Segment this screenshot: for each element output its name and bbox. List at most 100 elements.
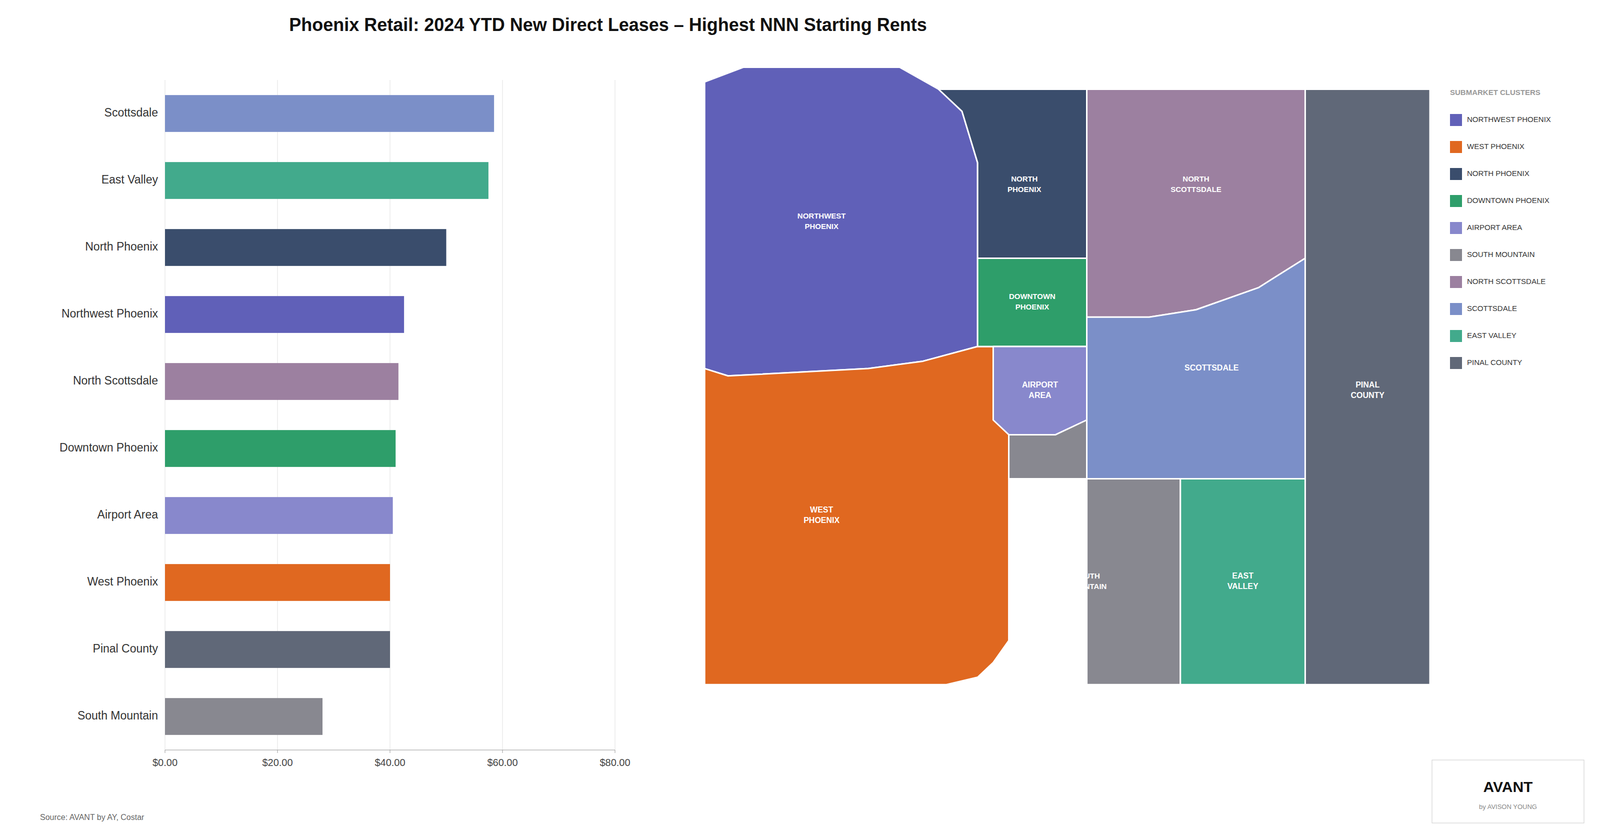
region-label-line: PHOENIX	[803, 516, 840, 525]
category-label: Airport Area	[97, 508, 159, 521]
legend-label: SOUTH MOUNTAIN	[1467, 250, 1535, 259]
legend-label: DOWNTOWN PHOENIX	[1467, 196, 1550, 205]
category-label: Downtown Phoenix	[59, 441, 158, 454]
legend-label: NORTHWEST PHOENIX	[1467, 115, 1551, 124]
legend-label: EAST VALLEY	[1467, 331, 1517, 340]
region	[993, 346, 1087, 435]
region-label: SOUTH MOUNTAIN	[1067, 571, 1107, 591]
region-label: AIRPORT AREA	[1022, 380, 1058, 400]
legend-label: NORTH PHOENIX	[1467, 169, 1530, 178]
legend-swatch	[1450, 357, 1462, 369]
grid-line	[615, 80, 616, 750]
legend-swatch	[1450, 168, 1462, 180]
region-label-line: PHOENIX	[1007, 185, 1042, 194]
legend-swatch	[1450, 114, 1462, 126]
region-label-line: NORTH	[1011, 174, 1038, 183]
category-label: West Phoenix	[87, 575, 159, 588]
grid-line	[502, 80, 503, 750]
region-label: EAST VALLEY	[1227, 571, 1259, 591]
bar	[165, 162, 489, 199]
legend-swatch	[1450, 303, 1462, 315]
region-label-line: PHOENIX	[1015, 302, 1050, 311]
region-label-line: AIRPORT	[1022, 380, 1058, 389]
bar	[165, 229, 447, 266]
y-axis: Scottsdale East Valley North Phoenix Northw…	[59, 106, 158, 722]
tick	[165, 750, 166, 753]
region	[704, 346, 1009, 685]
bar	[165, 564, 390, 601]
tick-label: $20.00	[262, 757, 293, 768]
region-label-line: SCOTTSDALE	[1170, 185, 1222, 194]
legend-label: AIRPORT AREA	[1467, 223, 1522, 232]
category-label: East Valley	[101, 173, 159, 186]
region	[1180, 479, 1306, 685]
tick-label: $80.00	[599, 757, 630, 768]
region	[1305, 89, 1430, 685]
region-label: NORTHWEST PHOENIX	[797, 211, 846, 231]
legend-label: SCOTTSDALE	[1467, 304, 1517, 313]
region	[977, 258, 1087, 347]
tick-label: $60.00	[487, 757, 518, 768]
bar	[165, 296, 404, 333]
region-label-line: NORTHWEST	[797, 211, 846, 220]
background	[0, 0, 1600, 840]
chart: Phoenix Retail: 2024 YTD New Direct Leas…	[0, 0, 1600, 840]
region-label-line: EAST	[1232, 571, 1254, 580]
legend-label: WEST PHOENIX	[1467, 142, 1525, 151]
bar	[165, 698, 323, 735]
logo-box	[1432, 760, 1584, 823]
category-label: North Scottsdale	[73, 374, 158, 387]
map	[704, 67, 1430, 685]
map-labels: NORTHWESTPHOENIXWESTPHOENIXNORTHPHOENIXD…	[797, 174, 1385, 591]
legend-label: NORTH SCOTTSDALE	[1467, 277, 1546, 286]
bar	[165, 363, 399, 400]
logo-subtext: by AVISON YOUNG	[1479, 803, 1537, 811]
region-label: NORTH PHOENIX	[1007, 174, 1042, 194]
bar	[165, 430, 396, 467]
region-label: PINAL COUNTY	[1350, 380, 1385, 400]
source: Source: AVANT by AY, Costar	[40, 813, 145, 822]
category-label: North Phoenix	[85, 240, 158, 253]
legend: SUBMARKET CLUSTERS NORTHWEST PHOENIX WEST …	[1450, 88, 1551, 369]
logo-text: AVANT	[1483, 778, 1533, 795]
category-label: Northwest Phoenix	[61, 307, 159, 320]
region-label-line: COUNTY	[1350, 391, 1385, 400]
tick-label: $40.00	[374, 757, 405, 768]
legend-swatch	[1450, 330, 1462, 342]
region-label-line: VALLEY	[1227, 582, 1259, 591]
region-label-line: PHOENIX	[804, 222, 839, 231]
tick	[390, 750, 391, 753]
legend-swatch	[1450, 141, 1462, 153]
bar	[165, 631, 390, 668]
legend-label: PINAL COUNTY	[1467, 358, 1522, 367]
bar	[165, 95, 494, 132]
tick	[615, 750, 616, 753]
region-label-line: PINAL	[1355, 380, 1380, 389]
region-label-line: MOUNTAIN	[1067, 582, 1107, 591]
legend-title: SUBMARKET CLUSTERS	[1450, 88, 1541, 97]
legend-swatch	[1450, 222, 1462, 234]
legend-swatch	[1450, 195, 1462, 207]
region-label: WEST PHOENIX	[803, 505, 840, 525]
legend-swatch	[1450, 276, 1462, 288]
tick	[277, 750, 278, 753]
region	[704, 67, 978, 376]
tick-label: $0.00	[152, 757, 178, 768]
bar	[165, 497, 393, 534]
grid	[165, 80, 615, 750]
region-label: SCOTTSDALE	[1184, 363, 1239, 372]
category-label: Scottsdale	[104, 106, 158, 119]
bars	[165, 95, 494, 735]
region-label-line: WEST	[810, 505, 833, 514]
region-label-line: AREA	[1028, 391, 1052, 400]
legend-swatch	[1450, 249, 1462, 261]
category-label: Pinal County	[93, 642, 159, 655]
category-label: South Mountain	[77, 709, 158, 722]
region	[938, 89, 1087, 259]
region	[1087, 258, 1306, 479]
x-axis: $0.00 $20.00 $40.00 $60.00 $80.00	[152, 750, 631, 768]
tick	[502, 750, 503, 753]
region-label-line: SOUTH	[1073, 571, 1100, 580]
region-label: NORTHSCOTTSDALE	[1170, 174, 1222, 194]
title: Phoenix Retail: 2024 YTD New Direct Leas…	[289, 14, 927, 35]
